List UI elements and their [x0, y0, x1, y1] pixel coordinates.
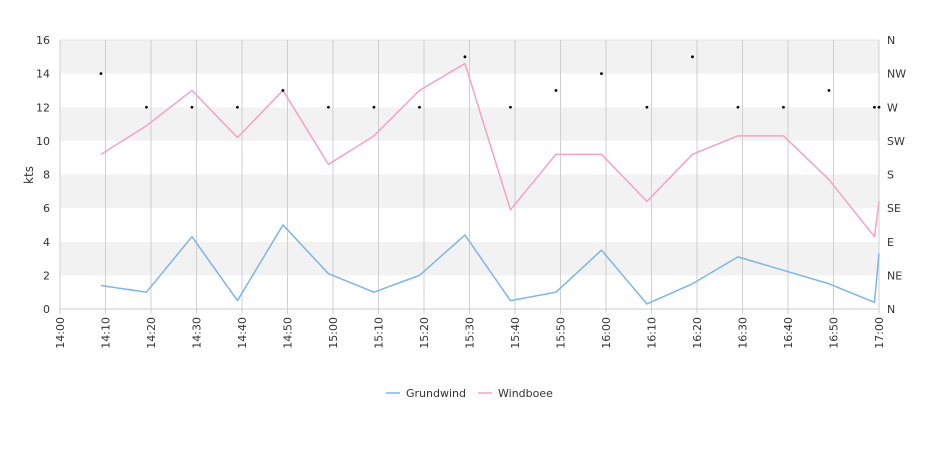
direction-point: [691, 55, 694, 59]
direction-point: [509, 105, 512, 109]
direction-point: [190, 105, 194, 109]
y-axis-title: kts: [22, 166, 36, 184]
direction-point: [236, 105, 239, 109]
x-tick-label: 16:10: [646, 317, 659, 349]
y-tick-label: 4: [43, 236, 50, 249]
x-tick-label: 15:10: [373, 317, 386, 349]
x-tick-label: 16:50: [828, 317, 841, 349]
legend-label: Windboee: [498, 387, 553, 400]
legend-item-grundwind[interactable]: Grundwind: [386, 387, 466, 400]
x-tick-label: 15:50: [555, 317, 568, 349]
direction-point: [327, 105, 330, 109]
y-tick-label: 0: [43, 303, 50, 316]
direction-point: [99, 72, 103, 76]
direction-points: [99, 55, 881, 109]
series-group: [100, 62, 880, 305]
y2-tick-label: S: [887, 169, 894, 182]
x-axis-ticks: 14:00 14:10 14:20 14:30 14:40 14:50 15:00 15:10…: [54, 317, 886, 349]
x-tick-label: 16:40: [782, 317, 795, 349]
direction-point: [782, 105, 785, 109]
y-tick-label: 6: [43, 202, 50, 215]
y-axis-ticks: 0 2 4 6 8 10 12 14 16: [36, 34, 50, 316]
x-tick-label: 17:00: [873, 317, 886, 349]
direction-point: [463, 55, 467, 59]
y-tick-label: 8: [43, 169, 50, 182]
y-tick-label: 16: [36, 34, 50, 47]
x-tick-label: 15:20: [418, 317, 431, 349]
legend-item-windboee[interactable]: Windboee: [478, 387, 553, 400]
direction-point: [877, 105, 881, 109]
legend-label: Grundwind: [406, 387, 466, 400]
y-tick-label: 14: [36, 68, 50, 81]
direction-point: [281, 89, 285, 92]
y2-tick-label: N: [887, 303, 895, 316]
direction-point: [418, 105, 421, 109]
y-tick-label: 10: [36, 135, 50, 148]
x-tick-label: 16:00: [600, 317, 613, 349]
y2-tick-label: N: [887, 34, 895, 47]
x-tick-label: 14:20: [145, 317, 158, 349]
direction-point: [736, 105, 740, 109]
y2-axis-ticks: N NE E SE S SW W NW N: [887, 34, 906, 316]
x-tick-label: 16:30: [737, 317, 750, 349]
series-line-grundwind: [100, 224, 880, 305]
vertical-gridlines: [59, 40, 880, 314]
series-line-windboee: [100, 62, 880, 238]
x-tick-label: 14:30: [191, 317, 204, 349]
x-tick-label: 14:00: [54, 317, 67, 349]
y2-tick-label: SE: [887, 202, 901, 215]
y2-tick-label: SW: [887, 135, 905, 148]
direction-point: [554, 89, 558, 92]
y2-tick-label: NE: [887, 269, 902, 282]
x-tick-label: 15:40: [509, 317, 522, 349]
y-tick-label: 2: [43, 269, 50, 282]
y2-tick-label: W: [887, 101, 898, 114]
direction-point: [372, 105, 376, 109]
legend: Grundwind Windboee: [386, 387, 553, 400]
x-tick-label: 15:30: [464, 317, 477, 349]
x-tick-label: 16:20: [691, 317, 704, 349]
direction-point: [873, 105, 876, 109]
x-tick-label: 14:40: [236, 317, 249, 349]
y2-tick-label: NW: [887, 68, 906, 81]
direction-point: [600, 72, 603, 76]
x-tick-label: 15:00: [327, 317, 340, 349]
x-tick-label: 14:10: [100, 317, 113, 349]
direction-point: [827, 89, 831, 92]
y-tick-label: 12: [36, 101, 50, 114]
direction-point: [145, 105, 148, 109]
direction-point: [645, 105, 649, 109]
x-tick-label: 14:50: [282, 317, 295, 349]
y2-tick-label: E: [887, 236, 894, 249]
